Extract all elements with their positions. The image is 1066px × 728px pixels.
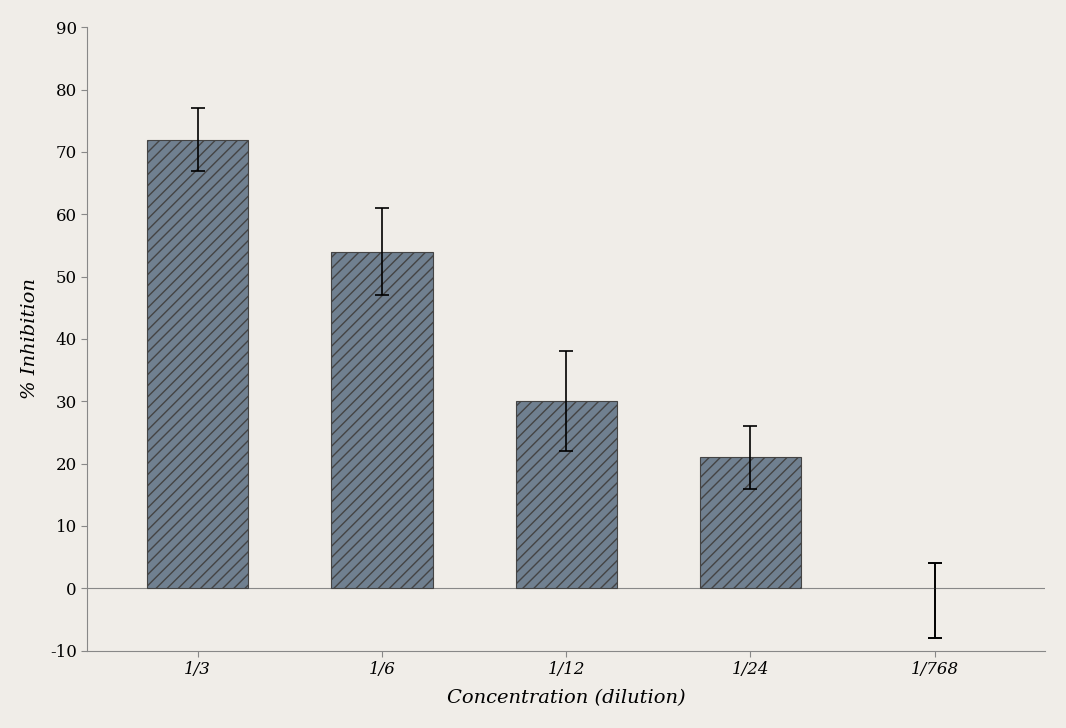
Bar [699,457,801,588]
Bar [516,401,617,588]
Y-axis label: % Inhibition: % Inhibition [21,279,38,400]
Bar [332,252,433,588]
X-axis label: Concentration (dilution): Concentration (dilution) [447,689,685,707]
Bar [147,140,248,588]
